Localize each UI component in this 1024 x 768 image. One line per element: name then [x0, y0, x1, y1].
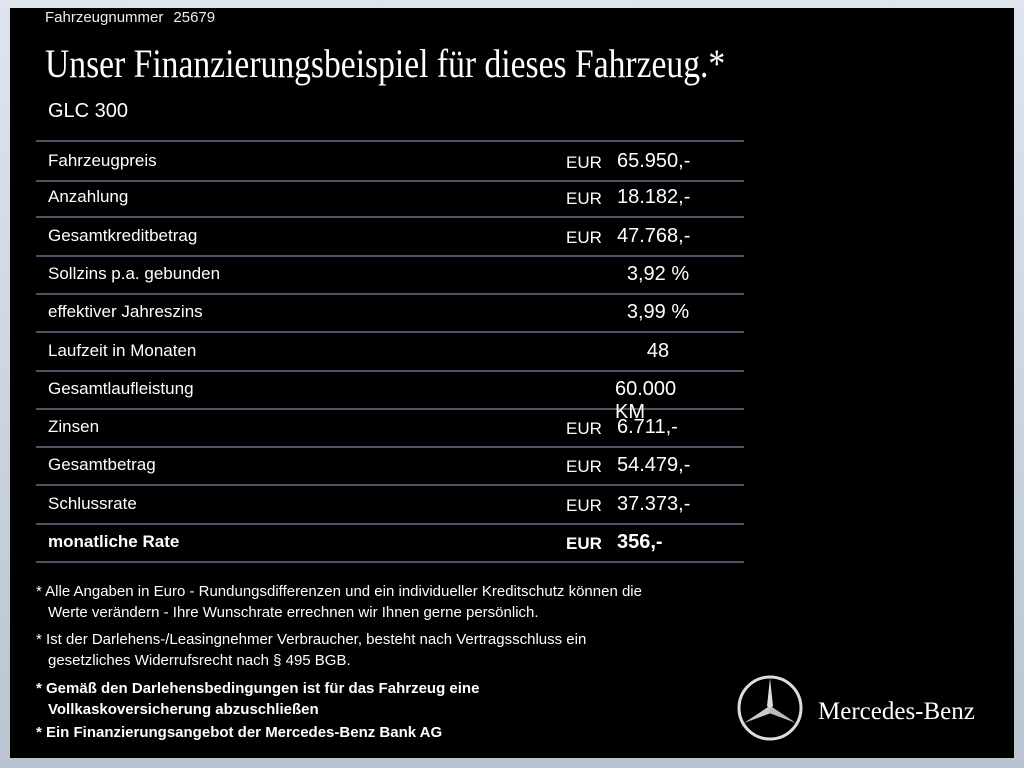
row-value: 3,92 %: [626, 262, 690, 285]
row-label: Gesamtkreditbetrag: [48, 225, 198, 245]
vehicle-number-value: 25679: [173, 9, 216, 26]
row-value: 54.479,-: [617, 454, 691, 477]
title: Unser Finanzierungsbeispiel für dieses F…: [45, 41, 726, 86]
row-value: 37.373,-: [617, 492, 691, 515]
brand-name: Mercedes-Benz: [818, 698, 975, 725]
row-label: Gesamtlaufleistung: [48, 378, 194, 398]
vehicle-number: Fahrzeugnummer 25679: [45, 9, 215, 26]
row-value: 65.950,-: [617, 150, 691, 172]
footnote: * Alle Angaben in Euro - Rundungsdiffere…: [36, 581, 642, 623]
table-row: Gesamtkreditbetrag EUR 47.768,-: [36, 217, 744, 257]
row-currency: EUR: [566, 227, 602, 247]
footnote-line: Werte verändern - Ihre Wunschrate errech…: [48, 604, 539, 621]
table-row: Sollzins p.a. gebunden 3,92 %: [36, 255, 744, 295]
row-currency: EUR: [566, 189, 602, 209]
row-value: 48: [646, 339, 670, 362]
row-label: monatliche Rate: [48, 532, 180, 551]
row-label: Fahrzeugpreis: [48, 151, 157, 170]
row-label: Anzahlung: [48, 187, 129, 207]
footnote-line: * Alle Angaben in Euro - Rundungsdiffere…: [36, 583, 642, 600]
table-row: Gesamtbetrag EUR 54.479,-: [36, 446, 744, 487]
table-row: Laufzeit in Monaten 48: [36, 332, 744, 372]
row-value: 60.000 KM: [615, 377, 677, 423]
brand-star: [737, 675, 803, 741]
footnote: * Ist der Darlehens-/Leasingnehmer Verbr…: [36, 629, 586, 671]
row-label: Gesamtbetrag: [48, 455, 156, 475]
row-label: Zinsen: [48, 417, 100, 437]
panel: Fahrzeugnummer 25679 Unser Finanzierungsb…: [10, 8, 1014, 758]
table-row: Schlussrate EUR 37.373,-: [36, 485, 744, 525]
table-row: Zinsen EUR 6.711,-: [36, 408, 744, 449]
row-value: 356,-: [617, 531, 663, 553]
row-label: effektiver Jahreszins: [48, 302, 203, 322]
row-currency: EUR: [566, 534, 602, 553]
row-value: 18.182,-: [617, 186, 691, 209]
footnote-line: * Ist der Darlehens-/Leasingnehmer Verbr…: [36, 631, 587, 648]
vehicle-number-label: Fahrzeugnummer: [45, 9, 164, 26]
row-label: Schlussrate: [48, 493, 137, 513]
row-value: 6.711,-: [617, 416, 678, 439]
row-currency: EUR: [566, 419, 602, 439]
row-label: Sollzins p.a. gebunden: [48, 263, 221, 283]
table-row: effektiver Jahreszins 3,99 %: [36, 293, 744, 334]
table-row: monatliche Rate EUR 356,-: [36, 523, 744, 563]
row-currency: EUR: [566, 495, 602, 515]
footnote: * Ein Finanzierungsangebot der Mercedes-…: [36, 722, 442, 743]
row-value: 3,99 %: [626, 301, 690, 324]
table-row: Anzahlung EUR 18.182,-: [36, 178, 744, 219]
table-row: Fahrzeugpreis EUR 65.950,-: [36, 140, 744, 182]
footnote-line: Vollkaskoversicherung abzuschließen: [48, 701, 319, 718]
footnote-line: gesetzliches Widerrufsrecht nach § 495 B…: [48, 652, 351, 669]
footnote-line: * Gemäß den Darlehensbedingungen ist für…: [36, 680, 480, 697]
table-row: Gesamtlaufleistung 60.000 KM: [36, 370, 744, 423]
row-currency: EUR: [566, 153, 602, 172]
model: GLC 300: [48, 100, 129, 122]
row-value: 47.768,-: [617, 224, 691, 247]
row-currency: EUR: [566, 457, 602, 477]
footnote: * Gemäß den Darlehensbedingungen ist für…: [36, 678, 479, 720]
footnote-line: * Ein Finanzierungsangebot der Mercedes-…: [36, 724, 443, 741]
row-label: Laufzeit in Monaten: [48, 340, 197, 360]
